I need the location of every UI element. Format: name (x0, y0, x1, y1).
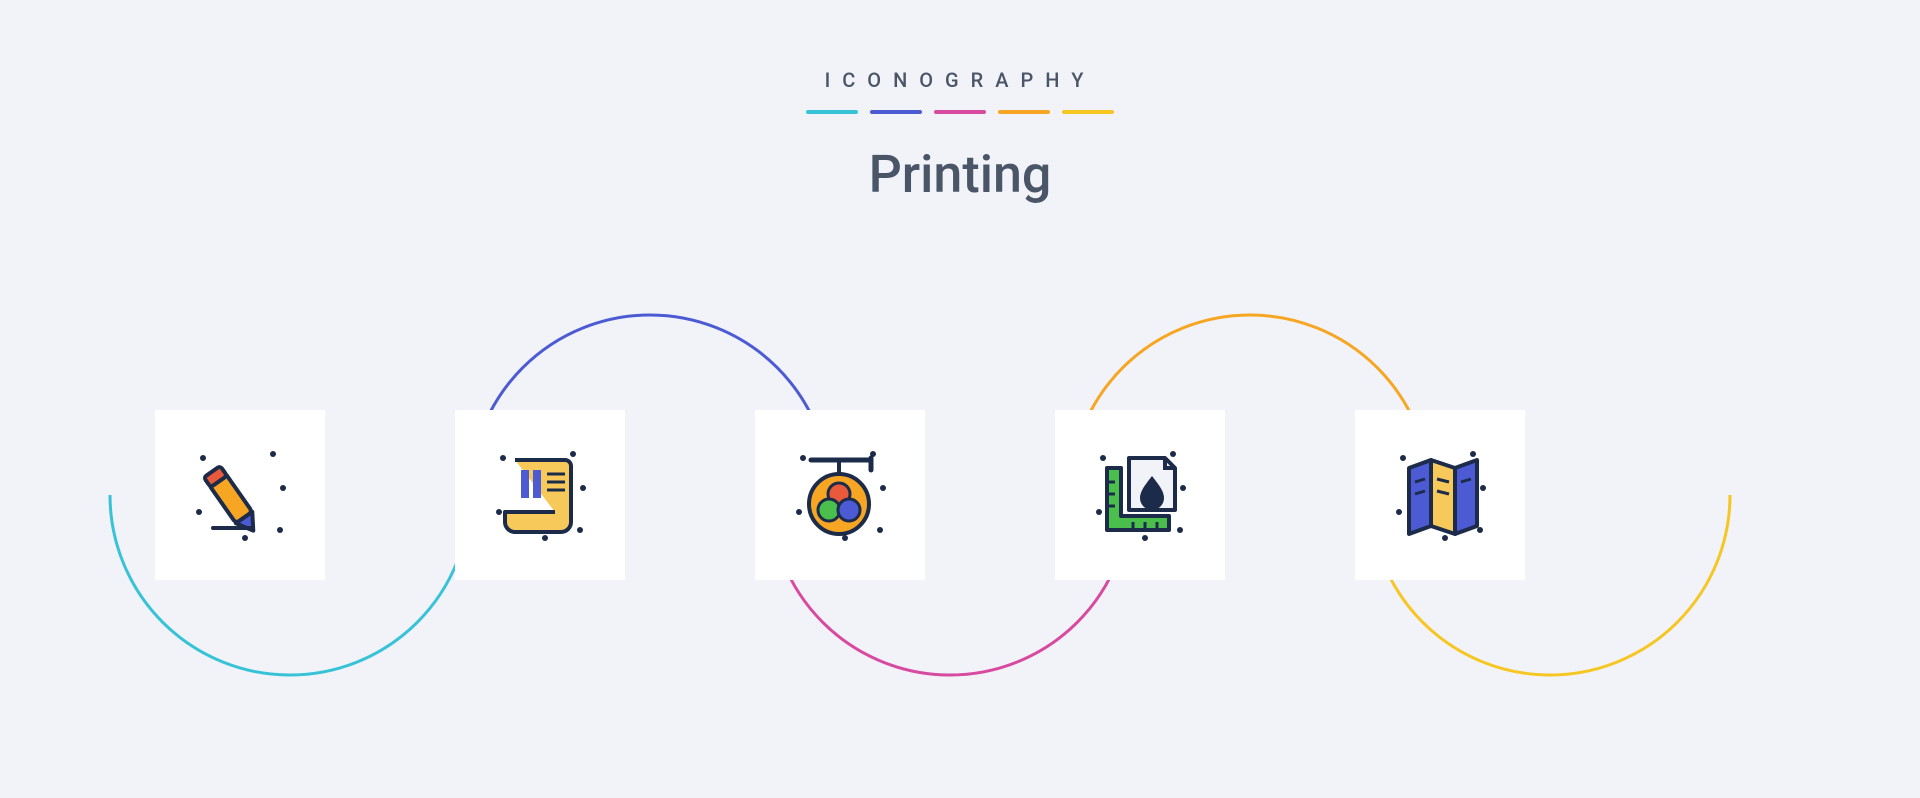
script-icon (485, 438, 595, 552)
icon-card (455, 410, 625, 580)
icon-card (1355, 410, 1525, 580)
connector-wave (0, 0, 1920, 798)
brochure-icon (1385, 438, 1495, 552)
scale-icon (1085, 438, 1195, 552)
sign-icon (785, 438, 895, 552)
pen-icon (185, 438, 295, 552)
icon-card (1055, 410, 1225, 580)
icon-card (755, 410, 925, 580)
icon-card (155, 410, 325, 580)
